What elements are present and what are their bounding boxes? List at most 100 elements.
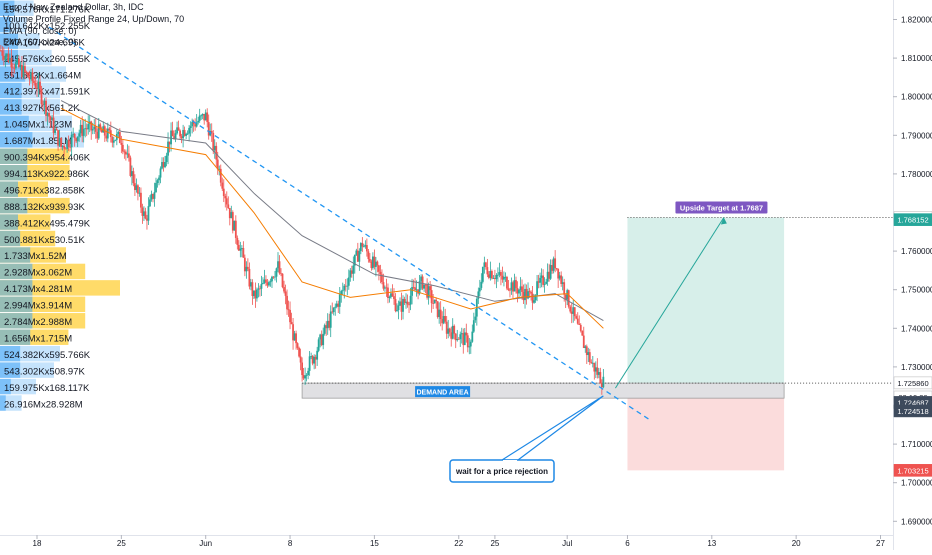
- candle-body: [207, 122, 210, 136]
- candle-body: [489, 271, 492, 278]
- candle-body: [503, 276, 505, 280]
- candle-body: [307, 370, 310, 376]
- candle-body: [346, 285, 349, 287]
- candle-body: [536, 281, 538, 296]
- candle-body: [225, 198, 228, 205]
- candle-body: [127, 153, 130, 158]
- candle-body: [381, 274, 383, 283]
- candle-body: [156, 180, 159, 183]
- candle-body: [322, 333, 325, 346]
- target-zone: [627, 217, 785, 384]
- candle-body: [245, 266, 248, 272]
- candle-body: [240, 248, 243, 249]
- candle-body: [132, 171, 135, 184]
- candle-body: [45, 100, 47, 116]
- time-axis[interactable]: 18 25 Jun 8 15 22 25 Jul 6 13 20 27: [33, 535, 886, 548]
- candle-body: [421, 276, 424, 289]
- volume-profile-up-bar: [0, 329, 31, 345]
- y-tick-label: 1.820000: [901, 16, 932, 25]
- volume-profile-up-bar: [0, 16, 11, 33]
- candle-body: [213, 145, 216, 151]
- candle-body: [423, 284, 426, 289]
- candle-body: [198, 115, 201, 121]
- candle-body: [414, 287, 416, 291]
- candle-body: [593, 362, 596, 372]
- projection-arrow-line: [614, 217, 725, 389]
- candle-body: [176, 127, 178, 134]
- candle-body: [338, 294, 341, 307]
- candle-body: [87, 124, 90, 130]
- candle-body: [268, 282, 270, 286]
- candle-body: [378, 265, 380, 272]
- candle-body: [286, 295, 288, 310]
- candle-body: [510, 282, 513, 290]
- candle-body: [280, 273, 282, 275]
- candle-body: [174, 133, 177, 140]
- candle-body: [582, 335, 585, 349]
- y-tick-label: 1.730000: [901, 363, 932, 372]
- candle-body: [24, 66, 26, 72]
- candle-body: [561, 282, 564, 284]
- candle-body: [466, 335, 469, 348]
- candle-body: [445, 321, 448, 334]
- candle-body: [539, 277, 541, 283]
- candle-body: [256, 289, 258, 299]
- volume-profile-legend[interactable]: Volume Profile Fixed Range 24, Up/Down, …: [3, 14, 184, 24]
- candle-body: [522, 291, 525, 301]
- candle-body: [524, 288, 526, 301]
- candle-body: [429, 286, 432, 291]
- candle-body: [278, 261, 281, 274]
- volume-profile-label: 1.687Mx1.851M: [4, 136, 72, 147]
- candle-body: [212, 132, 215, 151]
- volume-profile-up-bar: [0, 296, 33, 313]
- volume-profile-up-bar: [0, 313, 33, 329]
- candle-body: [484, 262, 487, 268]
- candle-body: [543, 283, 546, 285]
- candle-body: [2, 55, 5, 60]
- candle-body: [576, 318, 579, 324]
- candle-body: [248, 268, 251, 287]
- y-tick-label: 1.760000: [901, 247, 932, 256]
- volume-profile-label: 888.132Kx939.93K: [4, 202, 85, 213]
- candle-body: [400, 301, 403, 312]
- candle-body: [85, 128, 88, 130]
- candle-body: [275, 268, 278, 277]
- candle-body: [495, 275, 498, 280]
- price-axis[interactable]: 1.820000 1.810000 1.800000 1.790000 1.780000…: [893, 16, 932, 527]
- candle-body: [164, 162, 166, 168]
- candle-body: [271, 276, 273, 282]
- ema-90-legend[interactable]: EMA (90, close, 0): [3, 26, 77, 36]
- candle-body: [460, 333, 463, 335]
- candle-body: [376, 261, 379, 266]
- candle-body: [334, 306, 337, 308]
- candle-body: [373, 256, 376, 267]
- volume-profile-up-bar: [0, 247, 31, 263]
- symbol-title[interactable]: Euro / New Zealand Dollar, 3h, IDC: [3, 2, 144, 12]
- candle-body: [560, 275, 563, 284]
- ema-90-line: [60, 100, 604, 322]
- candle-body: [405, 301, 407, 303]
- candle-body: [134, 183, 136, 191]
- candle-body: [96, 131, 99, 139]
- candle-body: [384, 287, 386, 289]
- y-tick-label: 1.790000: [901, 131, 932, 140]
- volume-profile-up-bar: [0, 33, 18, 49]
- candle-body: [494, 278, 496, 280]
- x-tick-label: 8: [288, 539, 293, 548]
- candle-body: [566, 290, 569, 300]
- ema-60-legend[interactable]: EMA (60, close, 0): [3, 37, 77, 47]
- candle-body: [100, 129, 103, 133]
- candle-body: [253, 290, 255, 296]
- candle-body: [418, 281, 421, 294]
- candle-body: [123, 151, 126, 153]
- candle-body: [236, 237, 239, 245]
- candle-body: [403, 298, 406, 303]
- candle-body: [287, 309, 290, 311]
- candle-body: [182, 129, 185, 139]
- candle-body: [308, 356, 311, 371]
- candle-body: [274, 276, 276, 278]
- candle-body: [79, 124, 82, 134]
- volume-profile-label: 1.733Mx1.52M: [4, 251, 67, 262]
